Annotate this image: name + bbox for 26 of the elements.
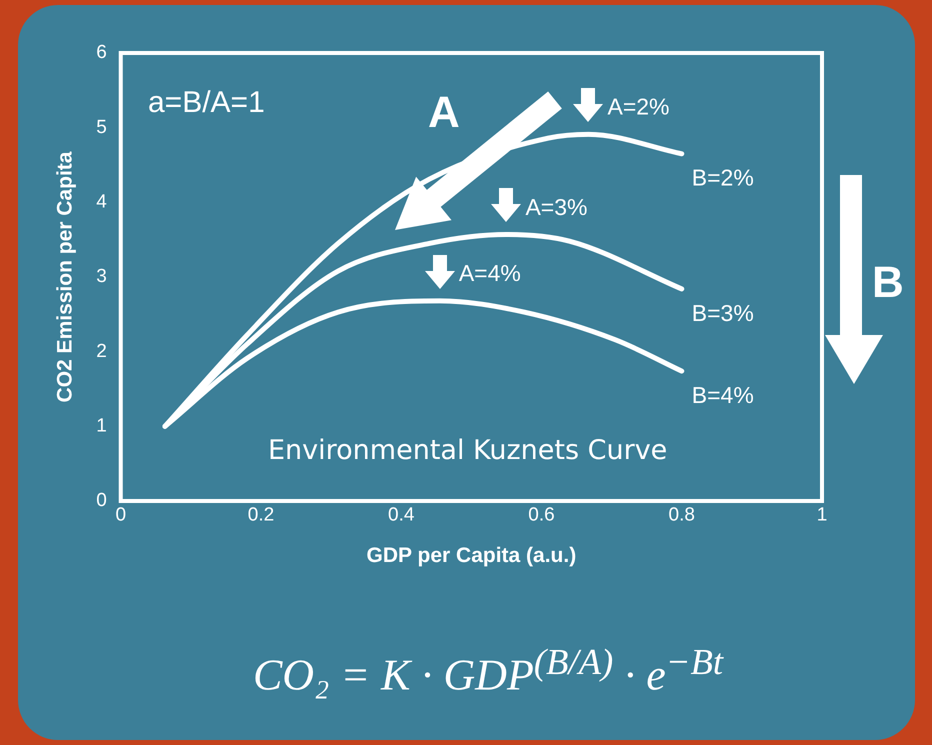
y-tick-label: 6 xyxy=(96,42,107,64)
y-tick-label: 4 xyxy=(96,192,108,213)
y-tick-label: 0 xyxy=(96,490,107,512)
x-tick-label: 0.8 xyxy=(668,504,695,526)
y-axis-title: CO2 Emission per Capita xyxy=(53,151,76,402)
annotation: A=2% xyxy=(607,94,670,120)
y-tick-label: 2 xyxy=(96,340,107,362)
series-label: B=4% xyxy=(692,382,754,408)
annotation: A xyxy=(428,88,460,138)
annotation: Environmental Kuznets Curve xyxy=(268,435,668,466)
text: CO₂ = K · GDP$^{(B/A)}$ · e$^{−Bt}$ xyxy=(252,640,724,701)
x-tick-label: 0 xyxy=(115,504,126,526)
x-tick-label: 0.6 xyxy=(528,504,555,526)
annotation: a=B/A=1 xyxy=(148,86,265,120)
series-label: B=2% xyxy=(692,164,754,191)
series-label: B=3% xyxy=(692,300,754,326)
y-tick-label: 3 xyxy=(96,266,107,288)
annotation: A=4% xyxy=(458,260,521,286)
y-tick-label: 5 xyxy=(96,116,107,138)
text: B xyxy=(872,258,904,308)
x-tick-label: 0.4 xyxy=(388,504,415,526)
x-tick-label: 1 xyxy=(816,504,828,526)
x-tick-label: 0.2 xyxy=(248,504,274,526)
y-tick-label: 1 xyxy=(96,416,107,437)
x-axis-title: GDP per Capita (a.u.) xyxy=(366,544,576,568)
annotation: A=3% xyxy=(525,194,588,220)
